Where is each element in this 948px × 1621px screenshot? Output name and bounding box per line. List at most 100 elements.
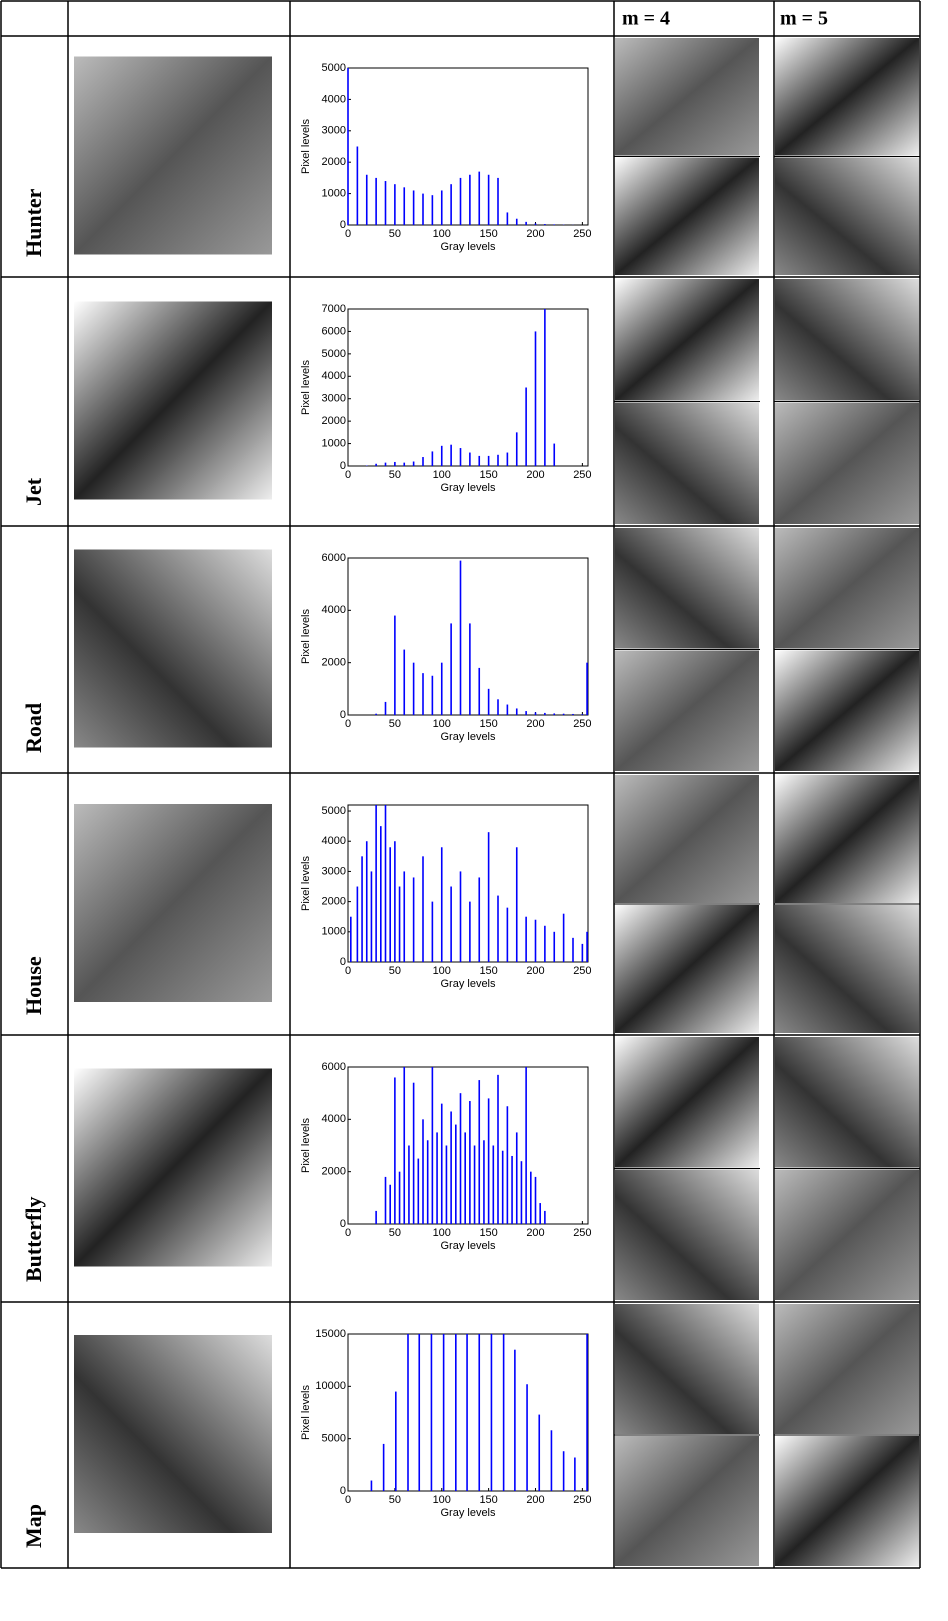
histogram-bar [432, 1067, 434, 1224]
histogram-bar [446, 1146, 448, 1225]
y-tick-label: 6000 [322, 552, 346, 564]
plot-frame [348, 1067, 588, 1224]
histogram-bar [502, 1151, 504, 1224]
segmented-image [615, 905, 759, 1033]
y-tick-label: 2000 [322, 657, 346, 669]
histogram-bar [511, 1156, 513, 1224]
histogram-bar [357, 147, 359, 226]
segmented-image [615, 528, 759, 649]
histogram-bar [455, 1334, 457, 1491]
histogram-bar [361, 856, 363, 962]
x-tick-label: 250 [573, 469, 591, 481]
segmented-image [775, 279, 919, 401]
segmented-image [775, 651, 919, 772]
histogram-bar [460, 448, 462, 466]
source-image [74, 1335, 272, 1533]
segmented-image [775, 403, 919, 525]
histogram-bar [516, 432, 518, 466]
y-axis-label: Pixel levels [300, 855, 312, 911]
histogram-bar [403, 187, 405, 225]
histogram-bar [525, 711, 527, 715]
y-tick-label: 1000 [322, 437, 346, 449]
y-tick-label: 3000 [322, 393, 346, 405]
histogram-bar [450, 1111, 452, 1224]
histogram-bar [525, 222, 527, 225]
y-tick-label: 5000 [322, 348, 346, 360]
histogram-bar [497, 178, 499, 225]
y-axis-label: Pixel levels [300, 359, 312, 415]
histogram-bar [460, 1093, 462, 1224]
row-label: Jet [21, 477, 46, 506]
histogram-bar [535, 920, 537, 962]
x-tick-label: 50 [389, 228, 401, 240]
histogram-bar [441, 446, 443, 466]
histogram-bar [521, 1161, 523, 1224]
y-tick-label: 0 [340, 1218, 346, 1230]
column-header: m = 5 [780, 8, 828, 30]
histogram-bar [544, 309, 546, 466]
x-tick-label: 200 [526, 228, 544, 240]
x-tick-label: 100 [433, 1227, 451, 1239]
x-tick-label: 150 [479, 1494, 497, 1506]
histogram-bar [375, 178, 377, 225]
histogram-bar [350, 917, 352, 962]
histogram-bar [422, 1119, 424, 1224]
segmented-image [615, 1304, 759, 1434]
y-tick-label: 7000 [322, 303, 346, 315]
histogram-bar [483, 1140, 485, 1224]
x-tick-label: 100 [433, 1494, 451, 1506]
histogram-bar [535, 712, 537, 715]
x-tick-label: 250 [573, 1494, 591, 1506]
plot-frame [348, 558, 588, 715]
histogram-bar [418, 1159, 420, 1224]
histogram-bar [432, 451, 434, 466]
histogram-bar [469, 623, 471, 715]
segmented-image [775, 1170, 919, 1301]
histogram-bar [403, 463, 405, 466]
histogram-bar [403, 650, 405, 715]
histogram-bar [443, 1334, 445, 1491]
segmented-image [775, 905, 919, 1033]
histogram-bar [586, 932, 588, 962]
y-tick-label: 0 [340, 709, 346, 721]
x-tick-label: 100 [433, 228, 451, 240]
x-tick-label: 200 [526, 718, 544, 730]
histogram-bar [526, 1384, 528, 1491]
segmented-image [775, 1436, 919, 1566]
x-tick-label: 250 [573, 228, 591, 240]
segmented-image [615, 775, 759, 903]
histogram-bar [466, 1334, 468, 1491]
histogram-bar [538, 1415, 540, 1491]
segmented-image [615, 38, 759, 156]
histogram-bar [413, 663, 415, 715]
histogram-bar [525, 388, 527, 467]
x-axis-label: Gray levels [440, 978, 496, 990]
histogram-bar [516, 847, 518, 962]
histogram-bar [478, 456, 480, 466]
histogram-bar [380, 826, 382, 962]
histogram-bar [366, 175, 368, 225]
histogram-bar [478, 172, 480, 225]
histogram-bar [385, 181, 387, 225]
histogram-bar [422, 457, 424, 466]
histogram-bar [507, 453, 509, 466]
histogram-bar [371, 1481, 373, 1491]
histogram-bar [432, 676, 434, 715]
histogram-bar [525, 1067, 527, 1224]
histogram-bar [553, 444, 555, 466]
segmented-image [615, 158, 759, 276]
histogram-bar [394, 1077, 396, 1224]
y-tick-label: 0 [340, 956, 346, 968]
x-tick-label: 150 [479, 228, 497, 240]
histogram-bar [422, 194, 424, 225]
histogram-bar [514, 1350, 516, 1491]
histogram-bar [582, 944, 584, 962]
segmented-image [775, 38, 919, 156]
histogram-bar [403, 871, 405, 962]
histogram-bar [408, 1146, 410, 1225]
histogram-bar [418, 1334, 420, 1491]
histogram-bar [491, 1334, 493, 1491]
histogram-bar [488, 1098, 490, 1224]
y-tick-label: 4000 [322, 604, 346, 616]
